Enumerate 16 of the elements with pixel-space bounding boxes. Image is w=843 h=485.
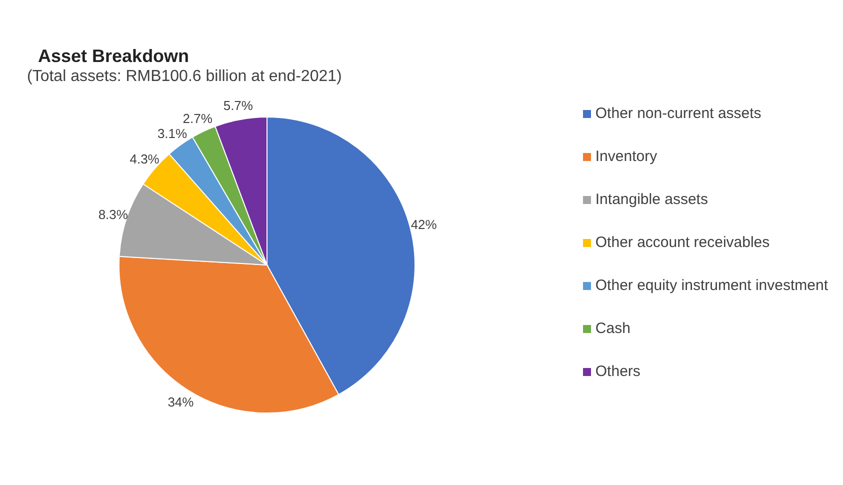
legend-label: Other equity instrument investment [595, 277, 828, 294]
legend-label: Inventory [595, 148, 658, 165]
legend-label: Cash [595, 320, 630, 337]
data-label: 3.1% [157, 126, 188, 142]
data-label: 8.3% [98, 206, 128, 222]
legend-label: Other account receivables [595, 234, 770, 251]
legend-label: Others [595, 363, 640, 380]
data-label: 42% [410, 217, 438, 232]
legend-label: Intangible assets [595, 191, 708, 208]
data-label: 5.7% [223, 98, 254, 114]
legend-label: Other non-current assets [595, 105, 762, 122]
chart-subtitle: (Total assets: RMB100.6 billion at end-2021) [27, 68, 342, 86]
data-label: 2.7% [182, 111, 213, 126]
data-label: 34% [168, 394, 194, 410]
chart-title: Asset Breakdown [38, 46, 190, 67]
data-label: 4.3% [130, 151, 160, 166]
